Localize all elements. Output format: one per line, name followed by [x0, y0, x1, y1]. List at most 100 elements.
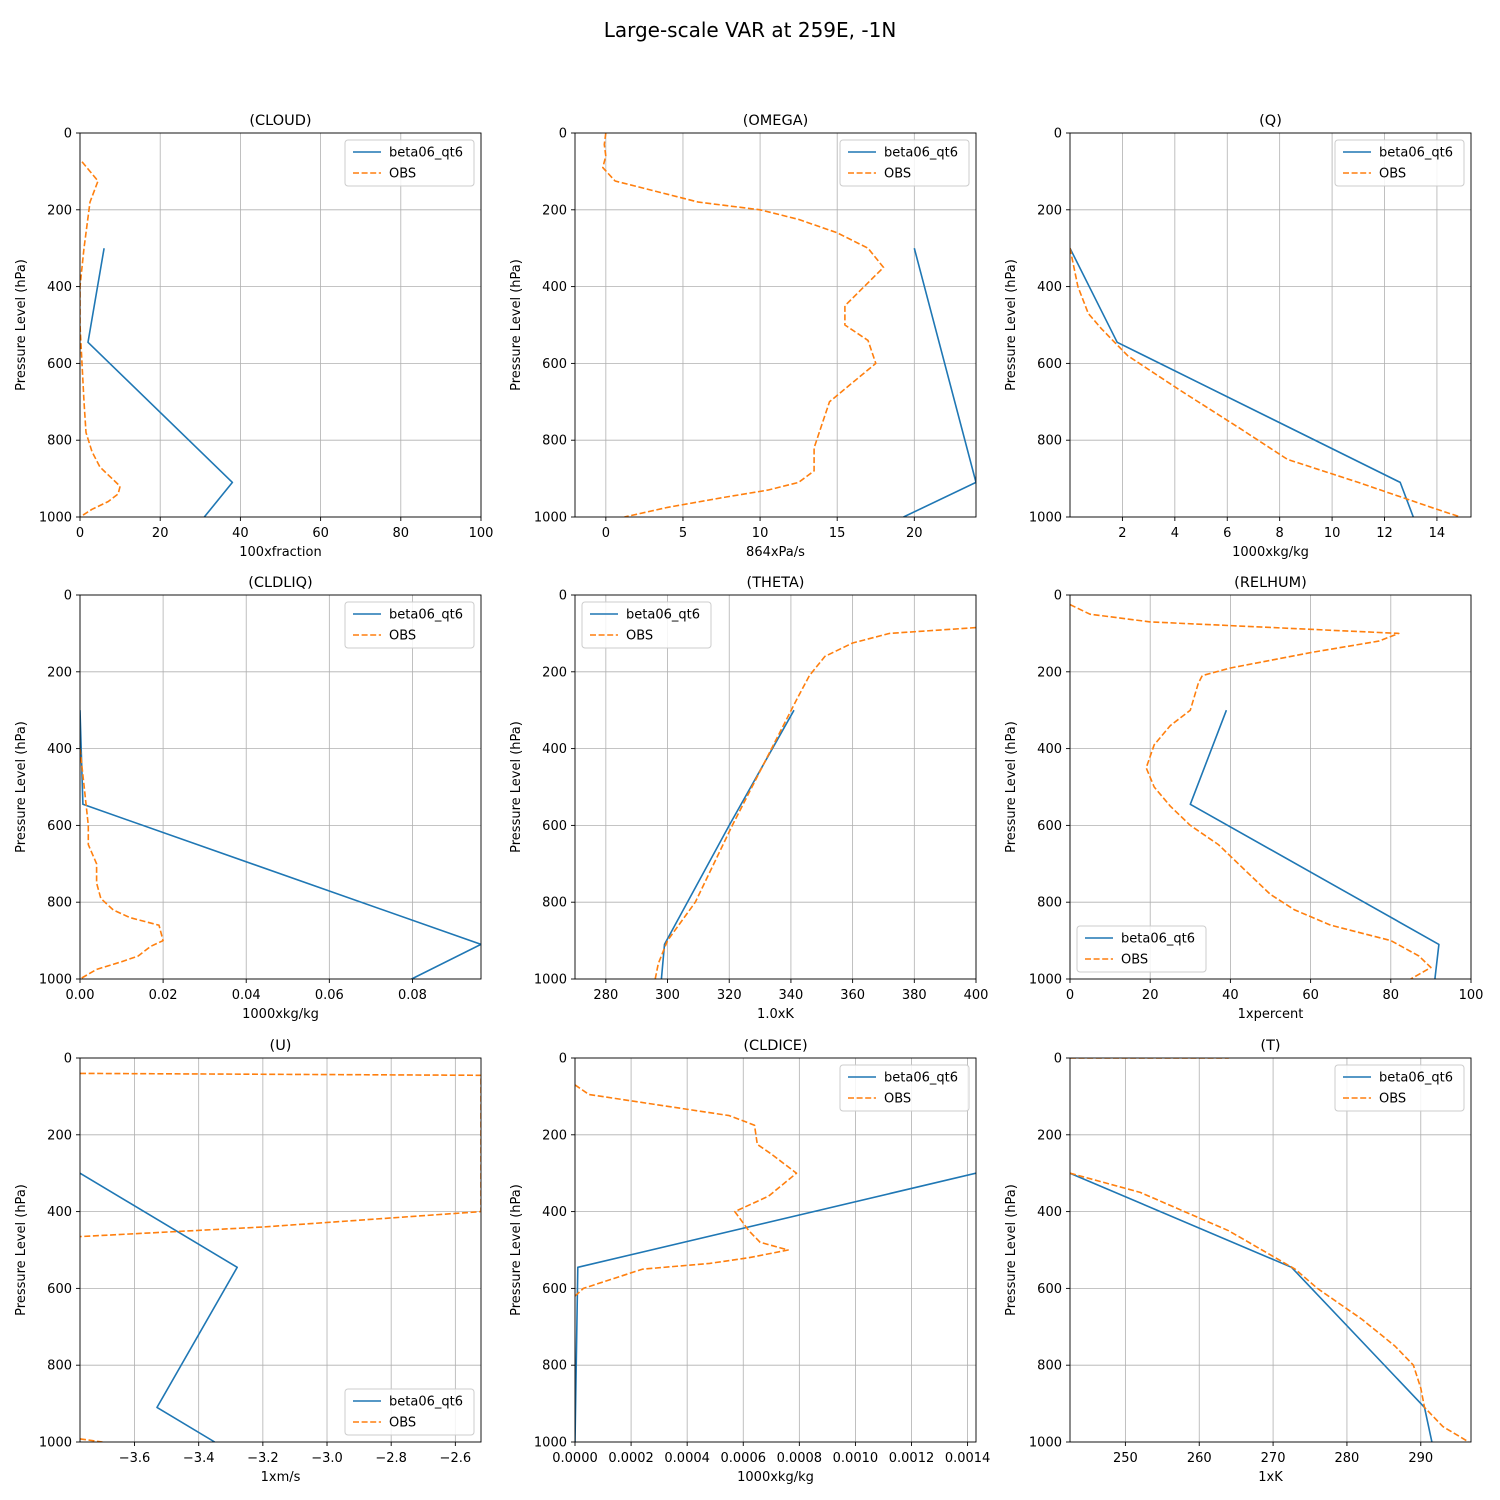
y-tick-label: 0: [64, 1052, 72, 1067]
x-axis-label: 100xfraction: [239, 545, 321, 560]
x-tick-label: 40: [232, 526, 249, 541]
x-tick-label: −3.2: [247, 1451, 279, 1466]
x-tick-label: 0.02: [149, 988, 178, 1003]
y-tick-label: 400: [47, 1205, 72, 1220]
x-tick-label: 20: [1142, 988, 1159, 1003]
legend-label: beta06_qt6: [389, 146, 463, 161]
y-tick-label: 200: [542, 203, 567, 218]
series-group: [80, 1072, 481, 1442]
x-tick-label: 15: [829, 526, 846, 541]
series-group: [1070, 1058, 1470, 1442]
y-tick-label: 200: [47, 665, 72, 680]
series-group: [80, 161, 234, 517]
y-tick-label: 600: [1037, 1282, 1062, 1297]
x-tick-label: 0.0010: [833, 1451, 879, 1466]
y-tick-label: 200: [47, 203, 72, 218]
legend: beta06_qt6 OBS: [581, 601, 712, 649]
y-tick-label: 800: [47, 434, 72, 449]
y-tick-label: 200: [1037, 1128, 1062, 1143]
legend-label: OBS: [389, 1416, 416, 1431]
legend-label: OBS: [1121, 953, 1148, 968]
x-tick-label: −3.4: [183, 1451, 215, 1466]
x-tick-label: 340: [779, 988, 804, 1003]
panel-1: 0 5 10 15 2002004006008001000(OMEGA)864xPa/s…: [509, 113, 977, 560]
y-axis-label: Pressure Level (hPa): [1004, 721, 1019, 853]
y-tick-label: 1000: [534, 511, 567, 526]
series-line-obs: [80, 1438, 103, 1442]
panel-5: 0 20 40 60 80 10002004006008001000(RELHUM)1xp…: [1004, 575, 1483, 1022]
x-tick-label: 0.00: [66, 988, 95, 1003]
legend-label: beta06_qt6: [389, 1395, 463, 1410]
x-tick-label: 6: [1223, 526, 1231, 541]
x-axis-label: 1.0xK: [757, 1007, 794, 1022]
panel-title: (CLOUD): [249, 113, 311, 129]
y-tick-label: 0: [559, 589, 567, 604]
panel-title: (RELHUM): [1234, 575, 1307, 591]
legend-label: beta06_qt6: [1379, 146, 1453, 161]
legend-label: OBS: [1379, 1092, 1406, 1107]
legend: beta06_qt6 OBS: [344, 1388, 475, 1436]
x-tick-label: 10: [752, 526, 769, 541]
panel-title: (T): [1260, 1038, 1280, 1054]
x-tick-label: 280: [593, 988, 618, 1003]
legend-label: OBS: [626, 629, 653, 644]
y-axis-label: Pressure Level (hPa): [14, 721, 29, 853]
x-tick-label: −3.0: [311, 1451, 343, 1466]
series-line-obs: [1070, 603, 1432, 979]
series-group: [80, 710, 481, 979]
series-line-beta06-qt6: [903, 247, 976, 517]
x-tick-label: −2.6: [440, 1451, 472, 1466]
x-tick-label: 0.0004: [664, 1451, 710, 1466]
panel-3: 0.00 0.02 0.04 0.06 0.08 0 200 400 600 800 1000 (CL…: [14, 575, 482, 1022]
axes-frame: [574, 1057, 977, 1443]
x-tick-label: −2.8: [375, 1451, 407, 1466]
legend: beta06_qt6 OBS: [344, 601, 475, 649]
series-line-beta06-qt6: [1070, 1172, 1433, 1442]
x-tick-label: 8: [1276, 526, 1284, 541]
panel-2: 2 4 6 8 10 12 14 0 200 400 600 800 1000 (Q) 1000xkg/kg…: [1004, 113, 1472, 560]
axes-frame: [1069, 594, 1472, 980]
legend-label: beta06_qt6: [884, 1071, 958, 1086]
legend: beta06_qt6 OBS: [1334, 139, 1465, 187]
x-tick-label: 280: [1335, 1451, 1360, 1466]
y-axis-label: Pressure Level (hPa): [1004, 259, 1019, 391]
x-tick-label: 0.0012: [889, 1451, 935, 1466]
axes-frame: [79, 1057, 482, 1443]
y-tick-label: 400: [47, 742, 72, 757]
y-tick-label: 600: [1037, 819, 1062, 834]
x-tick-label: 290: [1408, 1451, 1433, 1466]
y-tick-label: 600: [542, 357, 567, 372]
panels-container: 0 20 40 60 80 10002004006008001000(CLOUD)100x…: [14, 113, 1483, 1485]
y-tick-label: 800: [47, 896, 72, 911]
axes-frame: [79, 594, 482, 980]
y-tick-label: 1000: [534, 1436, 567, 1451]
x-tick-label: 14: [1429, 526, 1446, 541]
x-tick-label: 20: [152, 526, 169, 541]
legend-label: OBS: [884, 1092, 911, 1107]
y-tick-label: 200: [542, 1128, 567, 1143]
x-axis-label: 1xK: [1258, 1470, 1283, 1485]
legend-label: OBS: [1379, 167, 1406, 182]
x-tick-label: 300: [655, 988, 680, 1003]
series-line-obs: [601, 133, 885, 517]
legend-label: OBS: [389, 629, 416, 644]
x-tick-label: 260: [1187, 1451, 1212, 1466]
series-line-obs: [80, 748, 164, 979]
y-tick-label: 0: [559, 1052, 567, 1067]
y-tick-label: 200: [542, 665, 567, 680]
legend-label: beta06_qt6: [1121, 932, 1195, 947]
legend: beta06_qt6 OBS: [344, 139, 475, 187]
panel-title: (Q): [1259, 113, 1282, 129]
legend: beta06_qt6 OBS: [839, 1064, 970, 1112]
y-tick-label: 600: [1037, 357, 1062, 372]
y-tick-label: 600: [542, 1282, 567, 1297]
y-tick-label: 200: [1037, 203, 1062, 218]
axes-frame: [79, 132, 482, 518]
legend: beta06_qt6 OBS: [839, 139, 970, 187]
legend-label: beta06_qt6: [626, 608, 700, 623]
panel-title: (CLDICE): [743, 1038, 807, 1054]
y-tick-label: 600: [47, 819, 72, 834]
legend-label: OBS: [884, 167, 911, 182]
